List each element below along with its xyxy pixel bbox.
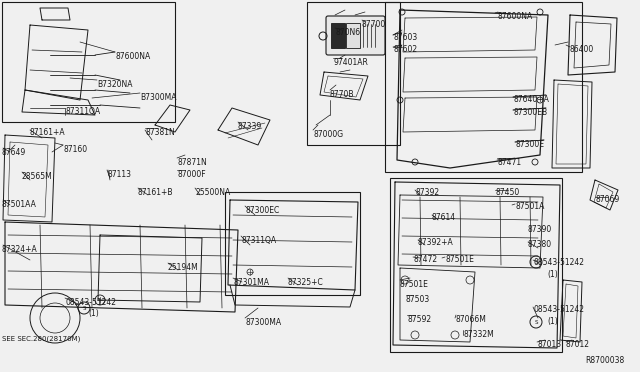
Text: SEE SEC.280(28170M): SEE SEC.280(28170M) [2,335,81,341]
Text: 87301MA: 87301MA [233,278,269,287]
Text: 87380: 87380 [528,240,552,249]
Text: 97401AR: 97401AR [333,58,368,67]
Text: 08543-51242: 08543-51242 [533,305,584,314]
Text: 86400: 86400 [570,45,595,54]
Text: 87332M: 87332M [463,330,493,339]
Text: S: S [534,260,538,264]
Bar [331,23,345,48]
Text: 87871N: 87871N [177,158,207,167]
Text: 87300EC: 87300EC [245,206,279,215]
Text: 87069: 87069 [595,195,620,204]
Bar [2,2,175,122]
Bar [390,178,562,352]
Text: 87603: 87603 [393,33,417,42]
Text: B7300MA: B7300MA [140,93,177,102]
Text: 87600NA: 87600NA [115,52,150,61]
Text: 87339: 87339 [238,122,262,131]
Text: 87592: 87592 [407,315,431,324]
Text: 87392+A: 87392+A [418,238,454,247]
Text: 87066M: 87066M [456,315,487,324]
Text: 87503: 87503 [406,295,430,304]
Text: 87311QA: 87311QA [241,236,276,245]
Text: 87013: 87013 [537,340,561,349]
Text: 87390: 87390 [528,225,552,234]
Text: 25500NA: 25500NA [195,188,230,197]
Text: 87324+A: 87324+A [2,245,38,254]
Text: 87325+C: 87325+C [288,278,324,287]
Text: (1): (1) [547,270,557,279]
Text: 08543-51242: 08543-51242 [65,298,116,307]
Text: 87600NA: 87600NA [498,12,533,21]
Text: 87311QA: 87311QA [65,107,100,116]
FancyBboxPatch shape [326,16,385,55]
Text: 87160: 87160 [63,145,87,154]
Text: 08543-51242: 08543-51242 [533,258,584,267]
Text: 87501A: 87501A [515,202,545,211]
Text: 87700: 87700 [362,20,387,29]
Text: 87161+A: 87161+A [30,128,66,137]
Text: 28565M: 28565M [22,172,52,181]
Text: S: S [534,320,538,324]
Text: 87501AA: 87501AA [2,200,37,209]
Text: 87000F: 87000F [177,170,205,179]
Text: 87501E: 87501E [445,255,474,264]
Text: 8770B: 8770B [330,90,355,99]
Bar [225,192,360,295]
Text: 87471: 87471 [497,158,521,167]
Text: B7320NA: B7320NA [97,80,132,89]
Text: 87649: 87649 [2,148,26,157]
Text: (1): (1) [547,317,557,326]
Text: 87472: 87472 [413,255,437,264]
Text: 87012: 87012 [566,340,590,349]
Text: 87300E: 87300E [515,140,544,149]
Text: 87501E: 87501E [400,280,429,289]
Text: 87113: 87113 [107,170,131,179]
Text: 87602: 87602 [393,45,417,54]
Text: S: S [83,305,86,311]
Text: 87300MA: 87300MA [245,318,281,327]
Text: 87161+B: 87161+B [138,188,173,197]
Bar [307,2,400,145]
Text: 87000G: 87000G [313,130,343,139]
Text: (1): (1) [88,309,99,318]
Text: 870N6: 870N6 [335,28,360,37]
Text: R8700038: R8700038 [585,356,624,365]
Bar [346,23,360,48]
Text: 87300EB: 87300EB [513,108,547,117]
Text: 87640+A: 87640+A [513,95,549,104]
Bar [385,2,582,172]
Text: 87392: 87392 [415,188,439,197]
Text: 87381N: 87381N [145,128,175,137]
Text: 87614: 87614 [432,213,456,222]
Text: 87450: 87450 [495,188,519,197]
Text: 25194M: 25194M [168,263,199,272]
